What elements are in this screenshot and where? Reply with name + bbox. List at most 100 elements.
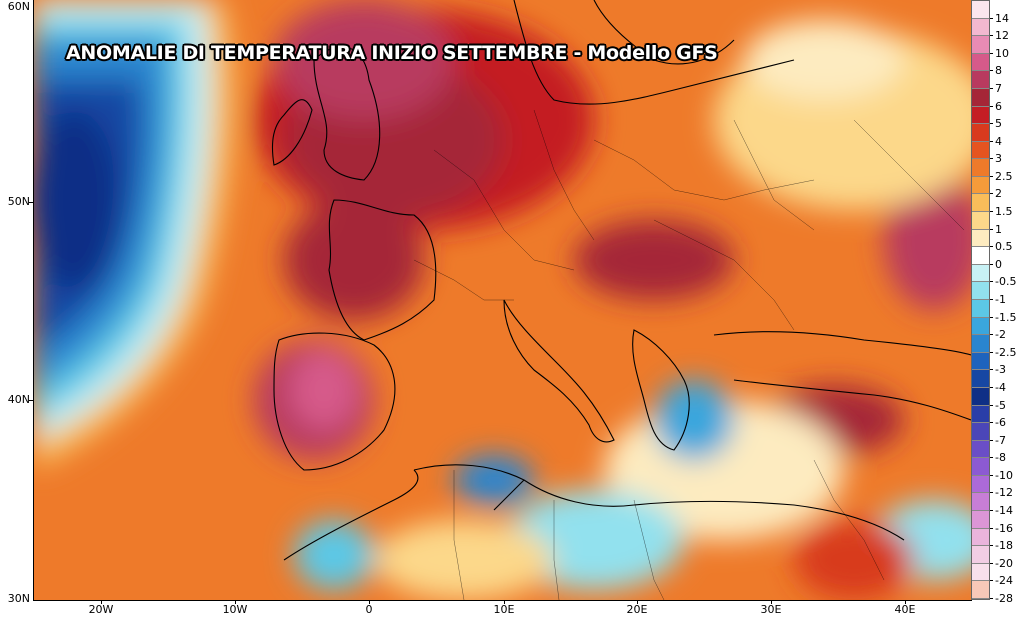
legend-label: -14 xyxy=(995,504,1013,518)
legend-label: 1.5 xyxy=(995,205,1013,219)
lon-tick xyxy=(771,600,772,604)
legend-label: 0 xyxy=(995,257,1002,271)
lon-tick xyxy=(369,600,370,604)
temperature-anomaly-map xyxy=(34,0,971,600)
legend-label: -4 xyxy=(995,380,1006,394)
legend-label: -6 xyxy=(995,416,1006,430)
lat-label-30n: 30N xyxy=(7,592,30,605)
legend-swatch xyxy=(972,53,989,72)
legend-swatch xyxy=(972,159,989,177)
legend-label: 0.5 xyxy=(995,240,1013,254)
lon-tick xyxy=(235,600,236,604)
lat-tick xyxy=(29,202,33,203)
legend-label: 6 xyxy=(995,99,1002,113)
color-legend xyxy=(971,0,990,600)
legend-tick xyxy=(990,386,993,388)
legend-tick xyxy=(990,545,993,547)
legend-tick xyxy=(990,140,993,142)
legend-label: -0.5 xyxy=(995,275,1017,289)
legend-label: 8 xyxy=(995,64,1002,78)
legend-swatch xyxy=(972,194,989,213)
lat-label-60n: 60N xyxy=(7,0,30,13)
legend-tick xyxy=(990,474,993,476)
legend-label: -20 xyxy=(995,556,1013,570)
legend-tick xyxy=(990,158,993,160)
legend-swatch xyxy=(972,317,989,336)
legend-swatch xyxy=(972,440,989,459)
legend-swatch xyxy=(972,387,989,406)
legend-tick xyxy=(990,580,993,582)
lon-tick xyxy=(504,600,505,604)
legend-tick xyxy=(990,562,993,564)
lon-label-40e: 40E xyxy=(894,603,916,616)
legend-tick xyxy=(990,351,993,353)
legend-tick xyxy=(990,35,993,37)
lon-label-30e: 30E xyxy=(760,603,782,616)
legend-swatch xyxy=(972,106,989,125)
legend-label: -3 xyxy=(995,363,1006,377)
legend-label: -28 xyxy=(995,592,1013,605)
legend-label: -10 xyxy=(995,468,1013,482)
legend-swatch xyxy=(972,71,989,89)
legend-tick xyxy=(990,70,993,72)
legend-swatch xyxy=(972,124,989,142)
legend-swatch xyxy=(972,370,989,388)
legend-label: -2 xyxy=(995,328,1006,342)
legend-tick xyxy=(990,17,993,19)
legend-swatch xyxy=(972,300,989,318)
lon-label-20w: 20W xyxy=(88,603,114,616)
map-title: ANOMALIE DI TEMPERATURA INIZIO SETTEMBRE… xyxy=(66,42,718,64)
country-borders xyxy=(413,109,965,600)
legend-swatch xyxy=(972,264,989,283)
anomaly-field xyxy=(34,0,971,600)
lon-label-0: 0 xyxy=(365,603,373,616)
legend-swatch xyxy=(972,212,989,230)
legend-label: -2.5 xyxy=(995,345,1017,359)
legend-swatch xyxy=(972,247,989,265)
legend-tick xyxy=(990,457,993,459)
legend-tick xyxy=(990,87,993,89)
legend-swatch xyxy=(972,458,989,476)
legend-label: 14 xyxy=(995,11,1009,25)
legend-label: -12 xyxy=(995,486,1013,500)
legend-label: -1 xyxy=(995,293,1006,306)
legend-tick xyxy=(990,316,993,318)
legend-swatch xyxy=(972,36,989,54)
legend-label: 10 xyxy=(995,46,1009,60)
legend-label: 4 xyxy=(995,134,1002,148)
legend-swatch xyxy=(972,528,989,547)
legend-tick xyxy=(990,175,993,177)
legend-swatch xyxy=(972,423,989,441)
legend-tick xyxy=(990,299,993,300)
legend-tick xyxy=(990,281,993,283)
legend-tick xyxy=(990,527,993,529)
legend-swatch xyxy=(972,581,989,599)
legend-label: -16 xyxy=(995,521,1013,535)
legend-tick xyxy=(990,598,993,599)
legend-tick xyxy=(990,52,993,54)
legend-tick xyxy=(990,246,993,248)
lon-label-10e: 10E xyxy=(493,603,515,616)
legend-swatch xyxy=(972,511,989,529)
legend-tick xyxy=(990,193,993,195)
legend-tick xyxy=(990,334,993,336)
legend-tick xyxy=(990,228,993,230)
legend-swatch xyxy=(972,563,989,582)
lon-tick xyxy=(637,600,638,604)
legend-label: 1 xyxy=(995,222,1002,236)
legend-tick xyxy=(990,369,993,371)
legend-swatch xyxy=(972,493,989,512)
legend-swatch xyxy=(972,88,989,107)
lat-label-50n: 50N xyxy=(7,195,30,208)
legend-label: 2.5 xyxy=(995,169,1013,183)
legend-label: -7 xyxy=(995,433,1006,447)
legend-label: -5 xyxy=(995,398,1006,412)
legend-swatch xyxy=(972,352,989,371)
lon-tick xyxy=(101,600,102,604)
legend-swatch xyxy=(972,176,989,195)
lon-label-10w: 10W xyxy=(222,603,248,616)
legend-tick xyxy=(990,510,993,512)
lon-tick xyxy=(905,600,906,604)
legend-swatch xyxy=(972,546,989,564)
legend-label: 2 xyxy=(995,187,1002,201)
